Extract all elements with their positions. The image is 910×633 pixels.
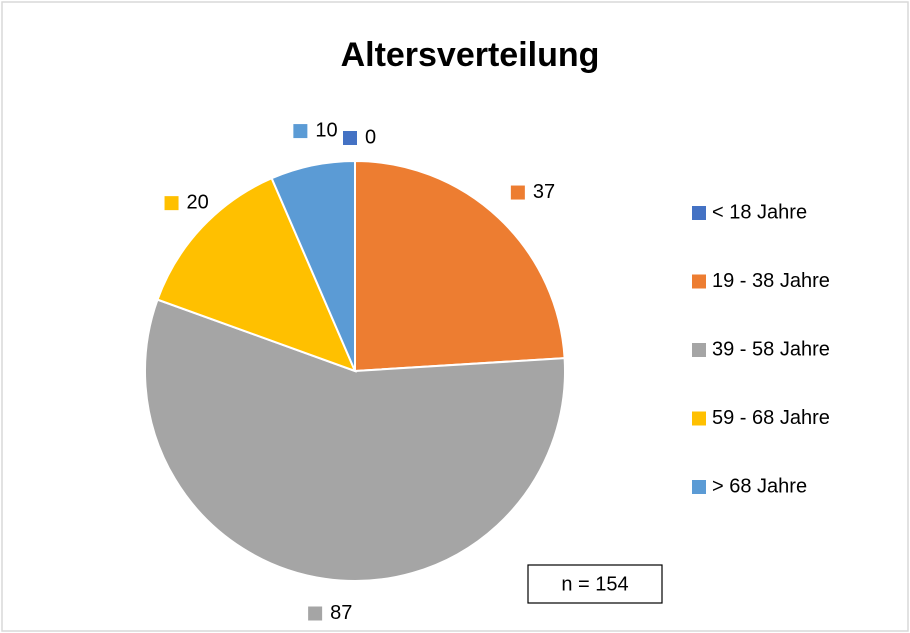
data-label-key <box>308 606 323 621</box>
legend-key <box>692 274 706 289</box>
legend-key <box>692 206 706 220</box>
data-label-key <box>293 124 308 139</box>
data-label: 37 <box>533 181 555 203</box>
pie-slice <box>270 159 356 372</box>
legend-label: 19 - 38 Jahre <box>712 270 830 292</box>
data-label: 10 <box>315 119 337 141</box>
pie-slice <box>156 176 357 373</box>
data-label: 0 <box>365 126 376 148</box>
legend-label: < 18 Jahre <box>712 201 807 223</box>
data-label: 20 <box>187 191 209 213</box>
chart-title: Altersverteilung <box>341 36 600 74</box>
pie-slice <box>354 159 566 373</box>
pie-slice <box>144 298 566 582</box>
legend-key <box>692 480 706 494</box>
data-label-key <box>164 196 179 211</box>
data-label-key <box>510 185 525 200</box>
annotation-box <box>527 564 663 604</box>
legend-key <box>692 343 706 357</box>
annotation: n = 154 <box>561 573 628 595</box>
legend-label: 39 - 58 Jahre <box>712 338 830 360</box>
legend-key <box>692 411 706 426</box>
data-label: 87 <box>330 602 352 624</box>
data-label-key <box>343 131 357 145</box>
legend-label: 59 - 68 Jahre <box>712 407 830 429</box>
legend-label: > 68 Jahre <box>712 475 807 497</box>
